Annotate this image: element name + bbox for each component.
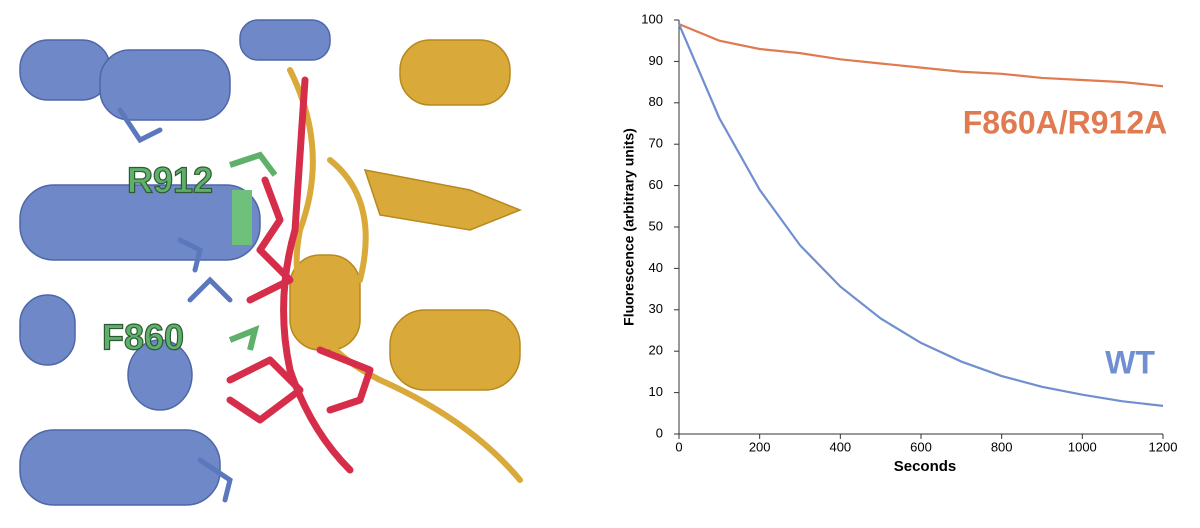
y-tick-label: 40 bbox=[649, 260, 663, 275]
structure-panel: R912 F860 bbox=[19, 19, 530, 506]
y-tick-label: 100 bbox=[641, 11, 663, 26]
y-tick-label: 10 bbox=[649, 384, 663, 399]
series-line bbox=[678, 23, 1164, 88]
y-tick-label: 0 bbox=[656, 425, 663, 440]
y-tick-label: 20 bbox=[649, 343, 663, 358]
x-tick-label: 400 bbox=[829, 439, 851, 454]
x-tick-label: 200 bbox=[749, 439, 771, 454]
x-tick-label: 800 bbox=[991, 439, 1013, 454]
y-axis-label: Fluorescence (arbitrary units) bbox=[621, 128, 637, 326]
series-label: WT bbox=[1105, 344, 1155, 380]
highlighted-residues bbox=[228, 151, 278, 351]
x-tick-label: 600 bbox=[910, 439, 932, 454]
residue-label: R912 bbox=[127, 160, 213, 201]
gold-loops bbox=[287, 67, 523, 483]
y-tick-label: 60 bbox=[649, 177, 663, 192]
x-tick-label: 1200 bbox=[1149, 439, 1178, 454]
y-tick-label: 30 bbox=[649, 301, 663, 316]
chart: Seconds Fluorescence (arbitrary units) 0… bbox=[621, 11, 1178, 475]
peptide bbox=[226, 76, 374, 474]
y-tick-label: 80 bbox=[649, 94, 663, 109]
helices bbox=[19, 19, 331, 506]
x-axis-label: Seconds bbox=[894, 458, 957, 475]
blue-sidechains bbox=[117, 107, 233, 503]
r912-band bbox=[232, 190, 252, 245]
y-tick-label: 90 bbox=[649, 53, 663, 68]
residue-label: F860 bbox=[102, 317, 184, 358]
series-line bbox=[677, 23, 1164, 407]
gold-domain bbox=[289, 39, 523, 391]
x-tick-label: 0 bbox=[675, 439, 682, 454]
y-tick-label: 50 bbox=[649, 218, 663, 233]
series-label: F860A/R912A bbox=[963, 104, 1168, 140]
x-tick-label: 1000 bbox=[1068, 439, 1097, 454]
y-tick-label: 70 bbox=[649, 136, 663, 151]
